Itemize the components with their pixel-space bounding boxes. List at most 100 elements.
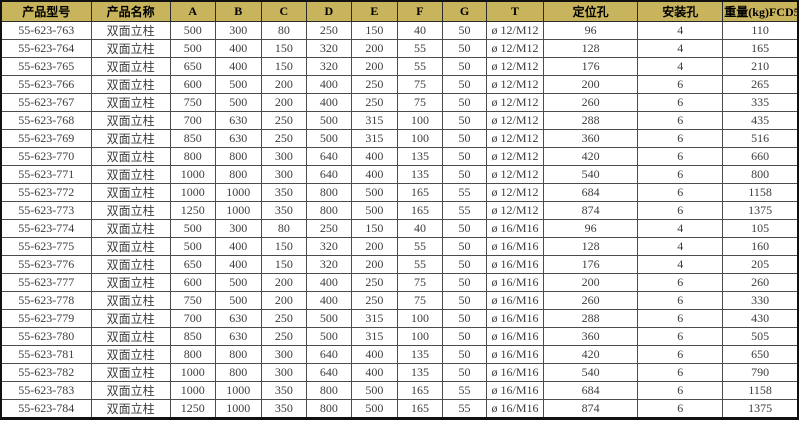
table-cell: 800 <box>214 345 262 364</box>
table-cell: 800 <box>722 165 799 184</box>
table-cell: 320 <box>305 255 352 274</box>
table-cell: 165 <box>722 39 799 58</box>
table-row: 55-623-770 双面立柱 800 800 300 640 400 135 50 ø 12/M… <box>0 147 799 166</box>
table-cell: 55-623-766 <box>0 75 92 94</box>
table-cell: 4 <box>637 21 724 40</box>
column-header: F <box>396 0 443 22</box>
column-header: B <box>214 0 262 22</box>
table-cell: 1000 <box>169 381 216 400</box>
table-cell: 75 <box>396 93 443 112</box>
table-cell: 4 <box>637 237 724 256</box>
table-cell: 200 <box>543 75 639 94</box>
table-cell: 800 <box>305 399 352 419</box>
table-cell: 200 <box>260 291 307 310</box>
table-cell: 250 <box>350 273 398 292</box>
table-cell: 55-623-767 <box>0 93 92 112</box>
table-cell: 540 <box>543 165 639 184</box>
table-cell: 150 <box>260 57 307 76</box>
table-cell: 55-623-782 <box>0 363 92 382</box>
table-cell: 1000 <box>214 183 262 202</box>
table-cell: 500 <box>169 39 216 58</box>
table-cell: 双面立柱 <box>90 201 171 220</box>
table-cell: 1375 <box>722 399 799 419</box>
table-cell: 640 <box>305 345 352 364</box>
table-cell: 96 <box>543 21 639 40</box>
table-cell: 1000 <box>214 381 262 400</box>
table-cell: 300 <box>260 345 307 364</box>
table-cell: ø 16/M16 <box>486 255 545 274</box>
table-cell: 80 <box>260 21 307 40</box>
table-cell: 330 <box>722 291 799 310</box>
table-cell: 874 <box>543 201 639 220</box>
table-cell: 165 <box>396 183 443 202</box>
table-cell: 1250 <box>169 399 216 419</box>
table-cell: ø 16/M16 <box>486 399 545 419</box>
table-cell: 双面立柱 <box>90 21 171 40</box>
table-cell: 500 <box>214 75 262 94</box>
table-cell: 6 <box>637 183 724 202</box>
table-cell: 100 <box>396 309 443 328</box>
table-cell: 260 <box>722 273 799 292</box>
table-cell: 300 <box>260 165 307 184</box>
table-cell: ø 12/M12 <box>486 183 545 202</box>
table-cell: 700 <box>169 309 216 328</box>
table-cell: 50 <box>441 21 488 40</box>
table-cell: ø 12/M12 <box>486 147 545 166</box>
table-cell: 250 <box>305 219 352 238</box>
table-cell: 400 <box>305 291 352 310</box>
table-cell: 300 <box>260 363 307 382</box>
table-cell: 55-623-784 <box>0 399 92 419</box>
table-cell: 850 <box>169 327 216 346</box>
column-header: 产品型号 <box>0 0 92 22</box>
table-cell: 40 <box>396 21 443 40</box>
table-cell: 600 <box>169 273 216 292</box>
table-cell: 55 <box>441 381 488 400</box>
table-cell: 50 <box>441 345 488 364</box>
table-cell: 400 <box>214 255 262 274</box>
table-row: 55-623-767 双面立柱 750 500 200 400 250 75 50 ø 12/M1… <box>0 93 799 112</box>
table-cell: 1375 <box>722 201 799 220</box>
table-cell: 55 <box>441 183 488 202</box>
table-cell: 800 <box>169 345 216 364</box>
table-cell: 250 <box>350 75 398 94</box>
table-cell: 55 <box>441 399 488 419</box>
table-cell: 500 <box>305 309 352 328</box>
table-cell: 350 <box>260 183 307 202</box>
table-cell: 150 <box>350 21 398 40</box>
table-cell: 6 <box>637 381 724 400</box>
table-cell: 双面立柱 <box>90 111 171 130</box>
table-cell: 双面立柱 <box>90 381 171 400</box>
table-cell: 6 <box>637 327 724 346</box>
column-header: T <box>486 0 545 22</box>
table-cell: 650 <box>169 255 216 274</box>
table-row: 55-623-782 双面立柱 1000 800 300 640 400 135 50 ø 16/… <box>0 363 799 382</box>
table-cell: 430 <box>722 309 799 328</box>
table-cell: 850 <box>169 129 216 148</box>
table-cell: 50 <box>441 309 488 328</box>
table-cell: 800 <box>214 165 262 184</box>
table-cell: 50 <box>441 327 488 346</box>
table-cell: 双面立柱 <box>90 345 171 364</box>
table-cell: 630 <box>214 327 262 346</box>
table-row: 55-623-778 双面立柱 750 500 200 400 250 75 50 ø 16/M1… <box>0 291 799 310</box>
table-cell: 165 <box>396 381 443 400</box>
table-cell: 4 <box>637 219 724 238</box>
table-cell: 400 <box>350 147 398 166</box>
table-cell: 50 <box>441 39 488 58</box>
table-cell: 516 <box>722 129 799 148</box>
table-cell: 400 <box>214 57 262 76</box>
table-row: 55-623-773 双面立柱 1250 1000 350 800 500 165 55 ø 12… <box>0 201 799 220</box>
table-cell: ø 16/M16 <box>486 237 545 256</box>
table-row: 55-623-772 双面立柱 1000 1000 350 800 500 165 55 ø 12… <box>0 183 799 202</box>
table-cell: 315 <box>350 129 398 148</box>
table-cell: 50 <box>441 93 488 112</box>
table-cell: 250 <box>350 93 398 112</box>
table-cell: 双面立柱 <box>90 75 171 94</box>
table-cell: 640 <box>305 363 352 382</box>
table-cell: 500 <box>214 273 262 292</box>
table-cell: 6 <box>637 345 724 364</box>
table-cell: 6 <box>637 309 724 328</box>
table-cell: 500 <box>214 93 262 112</box>
table-cell: ø 12/M12 <box>486 39 545 58</box>
